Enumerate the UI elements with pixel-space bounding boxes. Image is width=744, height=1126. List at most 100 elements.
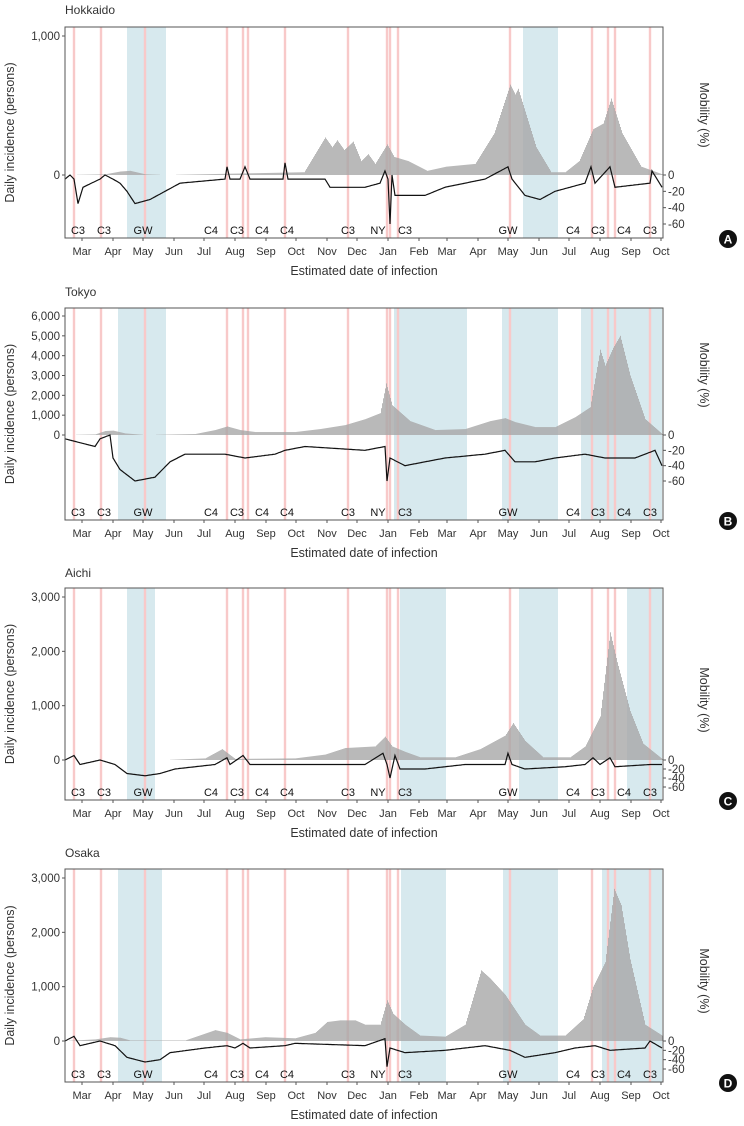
incidence-bar [416, 423, 417, 435]
x-tick-label: Nov [317, 808, 337, 820]
incidence-bar [278, 432, 279, 435]
incidence-bar [195, 174, 196, 175]
incidence-bar [357, 1021, 358, 1041]
y-tick-label: 0 [54, 170, 60, 182]
incidence-bar [145, 174, 146, 175]
incidence-bar [146, 174, 147, 175]
incidence-bar [391, 151, 392, 175]
incidence-bar [194, 1037, 195, 1041]
incidence-bar [465, 754, 466, 760]
incidence-bar [242, 758, 243, 760]
incidence-bar [288, 1038, 289, 1041]
incidence-bar [319, 429, 320, 435]
event-line [246, 27, 250, 238]
incidence-bar [509, 1000, 510, 1041]
incidence-bar [282, 758, 283, 760]
incidence-bar [395, 1015, 396, 1041]
incidence-bar [579, 1022, 580, 1041]
incidence-bar [461, 755, 462, 760]
incidence-bar [505, 994, 506, 1041]
incidence-bar [253, 173, 254, 175]
incidence-bar [298, 431, 299, 435]
incidence-bar [613, 645, 614, 760]
event-label: GW [134, 507, 154, 519]
incidence-bar [179, 759, 180, 760]
incidence-bar [471, 427, 472, 435]
incidence-bar [368, 746, 369, 760]
incidence-bar [452, 166, 453, 175]
incidence-bar [603, 359, 604, 435]
incidence-bar [571, 1030, 572, 1041]
event-label: C3 [341, 1069, 355, 1081]
incidence-bar [397, 1017, 398, 1041]
incidence-bar [541, 755, 542, 760]
incidence-bar [272, 432, 273, 435]
incidence-bar [244, 1039, 245, 1041]
incidence-bar [629, 145, 630, 175]
incidence-bar [398, 410, 399, 435]
incidence-bar [533, 1030, 534, 1041]
x-tick-label: Jun [530, 246, 548, 258]
incidence-bar [88, 1039, 89, 1041]
incidence-bar [450, 429, 451, 435]
incidence-bar [94, 174, 95, 175]
incidence-bar [348, 424, 349, 435]
incidence-bar [266, 432, 267, 435]
incidence-bar [497, 739, 498, 760]
incidence-bar [267, 1037, 268, 1041]
x-tick-label: May [498, 1090, 519, 1102]
incidence-bar [491, 979, 492, 1041]
event-line [346, 27, 350, 238]
incidence-bar [619, 669, 620, 760]
incidence-bar [330, 427, 331, 435]
incidence-bar [644, 167, 645, 175]
incidence-bar [473, 164, 474, 175]
incidence-bar [289, 432, 290, 435]
incidence-bar [447, 429, 448, 435]
incidence-bar [264, 173, 265, 175]
incidence-bar [104, 431, 105, 435]
incidence-bar [595, 128, 596, 175]
incidence-bar [324, 1024, 325, 1041]
incidence-bar [519, 1015, 520, 1041]
incidence-bar [133, 171, 134, 175]
incidence-bar [467, 428, 468, 435]
x-tick-label: Apr [104, 808, 121, 820]
incidence-bar [118, 1037, 119, 1041]
event-line [225, 27, 229, 238]
incidence-bar [628, 947, 629, 1041]
x-tick-label: Feb [410, 528, 429, 540]
incidence-bar [453, 165, 454, 175]
event-line [388, 27, 392, 238]
incidence-bar [451, 757, 452, 760]
event-label: NY [370, 225, 386, 237]
incidence-bar [319, 755, 320, 760]
incidence-bar [180, 1040, 181, 1041]
incidence-bar [447, 166, 448, 175]
incidence-bar [240, 430, 241, 435]
incidence-bar [430, 170, 431, 175]
incidence-bar [158, 1040, 159, 1041]
x-tick-label: Jun [530, 808, 548, 820]
incidence-bar [601, 970, 602, 1041]
incidence-bar [438, 1036, 439, 1041]
incidence-bar [569, 169, 570, 175]
incidence-bar [291, 432, 292, 435]
incidence-bar [560, 1035, 561, 1041]
incidence-bar [596, 372, 597, 435]
incidence-bar [92, 434, 93, 435]
incidence-bar [657, 429, 658, 435]
incidence-bar [248, 758, 249, 760]
incidence-bar [210, 174, 211, 175]
incidence-bar [616, 657, 617, 760]
x-tick-label: Jun [530, 528, 548, 540]
incidence-bar [624, 923, 625, 1041]
event-line [143, 588, 147, 800]
incidence-bar [636, 392, 637, 435]
incidence-bar [555, 1035, 556, 1041]
incidence-bar [442, 1036, 443, 1041]
event-line [72, 869, 76, 1082]
incidence-bar [118, 171, 119, 175]
incidence-bar [565, 422, 566, 435]
incidence-bar [647, 420, 648, 435]
